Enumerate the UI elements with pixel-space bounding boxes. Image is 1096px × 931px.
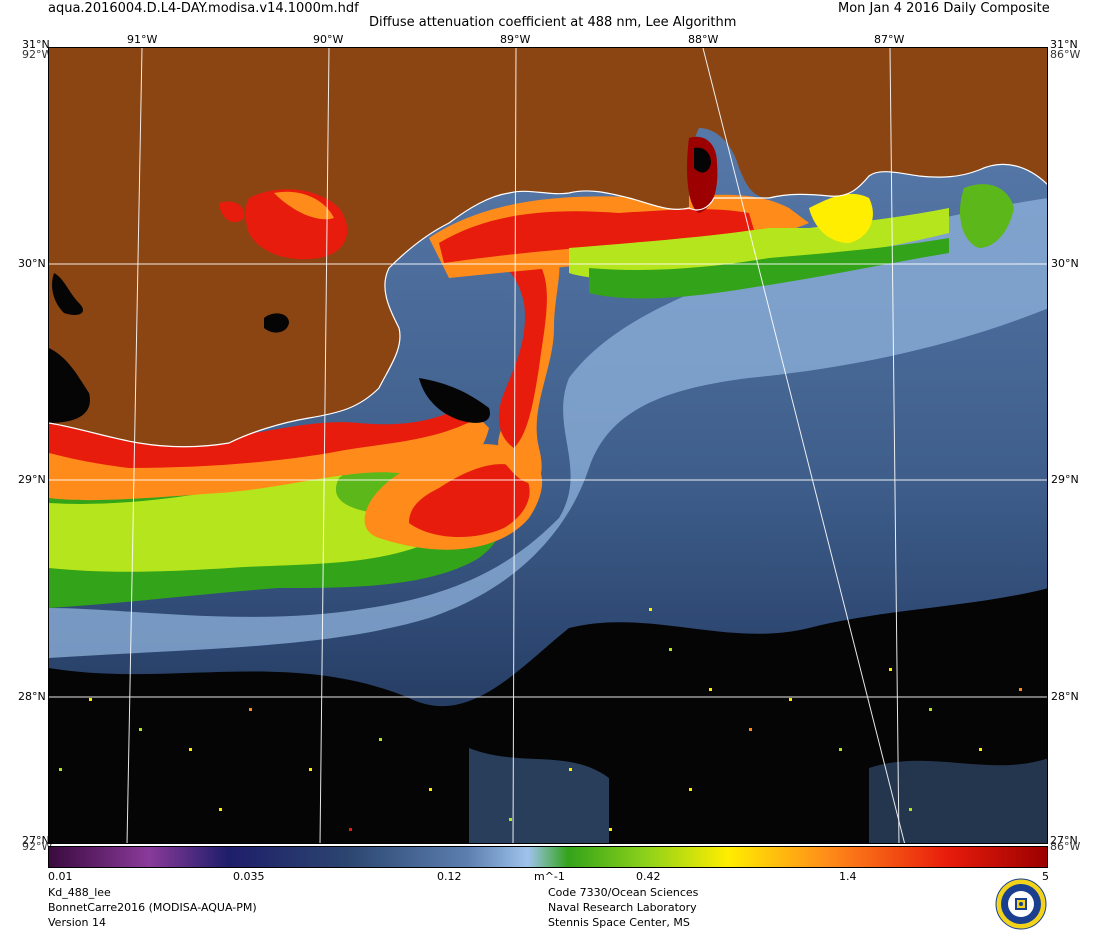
lat-label-29n-right: 29°N (1051, 473, 1079, 486)
graticule (49, 48, 1047, 843)
no-data-region (49, 588, 1047, 843)
colorbar-gradient (49, 847, 1047, 867)
org-location-label: Stennis Space Center, MS (548, 916, 690, 929)
lat-label-30n-left: 30°N (18, 257, 46, 270)
lake-maurepas (219, 201, 245, 223)
wetland-no-data-small (264, 313, 289, 333)
nearshore-water (49, 198, 1047, 658)
corner-tl-lon: 92°W (22, 48, 53, 61)
corner-tr-lon: 86°W (1050, 48, 1081, 61)
meridian-91w (126, 48, 143, 843)
lon-label-91w: 91°W (127, 33, 158, 46)
wetland-no-data-west (49, 348, 90, 423)
ms-sound-green (589, 238, 949, 299)
colorbar (48, 846, 1048, 868)
colorbar-unit-label: m^-1 (534, 870, 565, 883)
project-label: BonnetCarre2016 (MODISA-AQUA-PM) (48, 901, 257, 914)
coastline (49, 163, 1047, 448)
map-title: Diffuse attenuation coefficient at 488 n… (369, 15, 737, 30)
ms-sound-red (439, 209, 754, 263)
meridian-90w (319, 48, 330, 843)
lat-label-28n-left: 28°N (18, 690, 46, 703)
nrl-seal-icon (995, 878, 1047, 930)
no-data-region-patch (469, 748, 609, 843)
lon-label-87w: 87°W (874, 33, 905, 46)
date-label: Mon Jan 4 2016 Daily Composite (838, 1, 1050, 16)
satellite-map[interactable] (48, 47, 1048, 844)
lon-label-90w: 90°W (313, 33, 344, 46)
lon-label-89w: 89°W (500, 33, 531, 46)
lat-label-29n-left: 29°N (18, 473, 46, 486)
mobile-bay-plume (809, 193, 873, 243)
lat-label-28n-right: 28°N (1051, 690, 1079, 703)
corner-tl-lat: 31°N (22, 38, 50, 51)
colorbar-tick-0.01: 0.01 (48, 870, 73, 883)
breton-sound-turbid (469, 224, 560, 484)
corner-bl-lat: 27°N (22, 834, 50, 847)
colorbar-tick-1.4: 1.4 (839, 870, 857, 883)
meridian-88w (702, 48, 906, 843)
pensacola-plume (959, 184, 1014, 248)
no-data-region-patch-2 (869, 758, 1047, 843)
land-mass (49, 48, 1047, 447)
delta-plume-red (409, 464, 530, 538)
corner-tr-lat: 31°N (1050, 38, 1078, 51)
colorbar-tick-5: 5 (1042, 870, 1049, 883)
breton-sound-red (479, 245, 547, 448)
filename-label: aqua.2016004.D.L4-DAY.modisa.v14.1000m.h… (48, 1, 359, 16)
meridian-89w (512, 48, 517, 843)
wetland-no-data-nw (52, 273, 84, 315)
colorbar-tick-0.035: 0.035 (233, 870, 265, 883)
coastal-turbid-west-red (49, 403, 474, 468)
lon-label-88w: 88°W (688, 33, 719, 46)
mobile-bay-inner (694, 147, 711, 173)
org-name-label: Naval Research Laboratory (548, 901, 697, 914)
lat-label-30n-right: 30°N (1051, 257, 1079, 270)
meridian-87w (889, 48, 900, 843)
colorbar-tick-0.42: 0.42 (636, 870, 661, 883)
version-label: Version 14 (48, 916, 106, 929)
product-label: Kd_488_lee (48, 886, 111, 899)
corner-br-lat: 27°N (1050, 834, 1078, 847)
wetland-no-data-delta (419, 378, 490, 423)
map-canvas (49, 48, 1047, 843)
colorbar-tick-0.12: 0.12 (437, 870, 462, 883)
org-code-label: Code 7330/Ocean Sciences (548, 886, 699, 899)
speckle-noise (59, 608, 1022, 831)
corner-br-lon: 86°W (1050, 840, 1081, 853)
lake-pontchartrain-orange (274, 191, 334, 220)
corner-bl-lon: 92°W (22, 840, 53, 853)
